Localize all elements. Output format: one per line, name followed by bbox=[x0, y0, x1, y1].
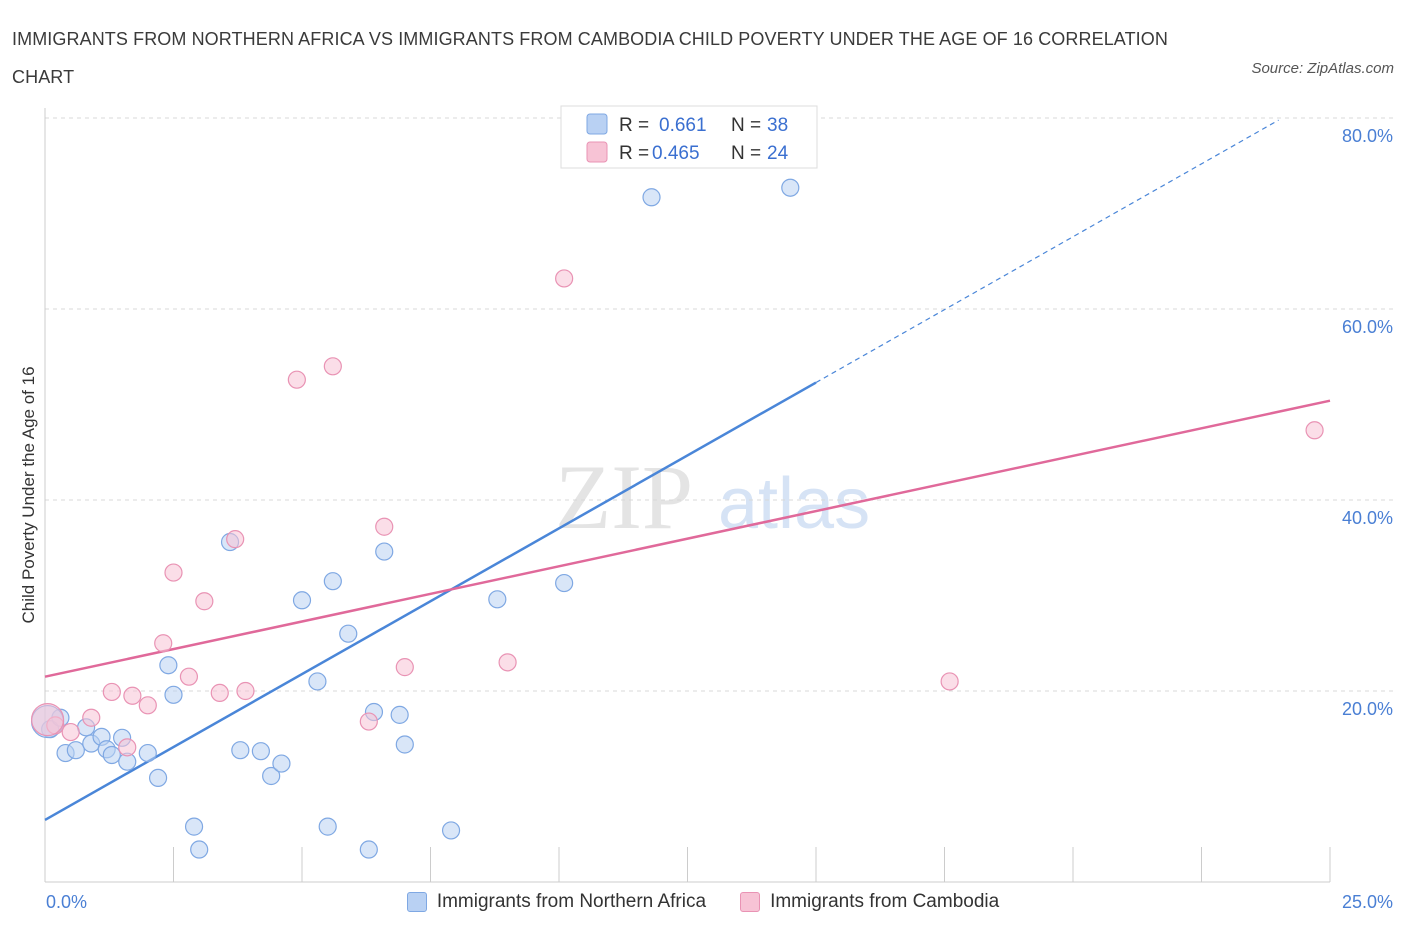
cambodia-point-3 bbox=[102, 682, 121, 702]
cambodia-point-20 bbox=[555, 269, 574, 288]
legend-label-northern-africa: Immigrants from Northern Africa bbox=[436, 891, 707, 912]
northern-africa-point-3 bbox=[66, 741, 85, 760]
cambodia-point-21 bbox=[940, 672, 959, 691]
northern-africa-point-21 bbox=[272, 754, 291, 773]
cambodia-point-5 bbox=[123, 686, 142, 705]
northern-africa-point-20 bbox=[262, 766, 281, 786]
y-tick-label-20: 20.0% bbox=[1342, 699, 1393, 719]
x-tick-label-max: 25.0% bbox=[1342, 892, 1393, 912]
northern-africa-point-31 bbox=[395, 735, 414, 754]
cambodia-point-1 bbox=[61, 722, 80, 742]
y-axis-label: Child Poverty Under the Age of 16 bbox=[19, 366, 38, 623]
trend-lines bbox=[44, 119, 1331, 822]
legend-r-label-1: R = bbox=[619, 115, 649, 136]
northern-africa-point-22 bbox=[292, 591, 312, 610]
legend-swatch-cambodia bbox=[586, 141, 608, 163]
cambodia-point-16 bbox=[359, 712, 378, 731]
northern-africa-trend-extension bbox=[815, 119, 1279, 384]
gridlines bbox=[45, 117, 1395, 692]
legend-item-northern-africa: Immigrants from Northern Africa bbox=[406, 888, 707, 916]
northern-africa-point-32 bbox=[441, 821, 461, 840]
legend-n-value-2: 24 bbox=[767, 143, 789, 164]
northern-africa-point-11 bbox=[138, 743, 157, 763]
cambodia-point-19 bbox=[498, 653, 517, 672]
y-tick-label-40: 40.0% bbox=[1342, 508, 1393, 528]
legend-swatch-blue bbox=[406, 892, 427, 912]
cambodia-point-11 bbox=[210, 683, 229, 703]
legend-r-value-1: 0.661 bbox=[659, 115, 707, 136]
cambodia-point-4 bbox=[118, 738, 137, 757]
cambodia-point-14 bbox=[287, 370, 306, 389]
northern-africa-point-29 bbox=[375, 542, 394, 561]
northern-africa-point-14 bbox=[164, 685, 183, 704]
northern-africa-point-8 bbox=[102, 745, 121, 765]
northern-africa-point-33 bbox=[488, 590, 507, 609]
legend-swatch-northern-africa bbox=[586, 113, 608, 135]
cambodia-point-18 bbox=[395, 658, 414, 677]
cambodia-point-13 bbox=[236, 681, 255, 701]
cambodia-trend-line bbox=[44, 399, 1331, 678]
chart-title: IMMIGRANTS FROM NORTHERN AFRICA VS IMMIG… bbox=[12, 29, 1168, 87]
northern-africa-point-26 bbox=[339, 624, 358, 643]
cambodia-point-12 bbox=[226, 530, 245, 549]
northern-africa-point-12 bbox=[148, 768, 168, 788]
legend-n-value-1: 38 bbox=[767, 115, 788, 136]
cambodia-point-9 bbox=[179, 667, 199, 686]
axes bbox=[44, 108, 1331, 883]
northern-africa-point-24 bbox=[318, 817, 337, 836]
northern-africa-point-25 bbox=[323, 572, 342, 591]
northern-africa-trend-line bbox=[44, 381, 817, 822]
cambodia-point-6 bbox=[138, 696, 157, 715]
cambodia-point-10 bbox=[195, 592, 214, 611]
northern-africa-point-23 bbox=[308, 672, 327, 691]
cambodia-point-17 bbox=[375, 517, 394, 536]
northern-africa-point-18 bbox=[231, 741, 250, 760]
y-tick-label-80: 80.0% bbox=[1342, 126, 1393, 146]
northern-africa-point-36 bbox=[781, 178, 800, 197]
legend-swatch-pink bbox=[740, 892, 761, 912]
x-tick-label-min: 0.0% bbox=[46, 892, 87, 912]
northern-africa-point-13 bbox=[159, 656, 178, 675]
legend-n-label-1: N = bbox=[731, 115, 761, 136]
legend-r-label-2: R = bbox=[619, 143, 649, 164]
stats-legend: R = 0.661 N = 38 R = 0.465 N = 24 bbox=[560, 105, 818, 169]
northern-africa-point-35 bbox=[642, 188, 661, 207]
data-points bbox=[30, 178, 1324, 859]
legend-r-value-2: 0.465 bbox=[652, 143, 700, 164]
cambodia-point-22 bbox=[1305, 421, 1324, 440]
legend-item-cambodia: Immigrants from Cambodia bbox=[740, 888, 999, 916]
y-tick-label-60: 60.0% bbox=[1342, 317, 1393, 337]
northern-africa-point-34 bbox=[555, 573, 574, 593]
cambodia-point-15 bbox=[323, 357, 342, 376]
northern-africa-point-16 bbox=[190, 840, 209, 859]
cambodia-point-23 bbox=[30, 703, 65, 737]
legend-n-label-2: N = bbox=[731, 143, 761, 164]
series-legend: Immigrants from Northern Africa Immigran… bbox=[0, 888, 1406, 916]
northern-africa-point-15 bbox=[184, 817, 204, 836]
cambodia-point-7 bbox=[154, 634, 173, 653]
legend-label-cambodia: Immigrants from Cambodia bbox=[770, 891, 1000, 912]
northern-africa-point-27 bbox=[359, 840, 378, 859]
cambodia-point-8 bbox=[164, 563, 183, 582]
northern-africa-point-30 bbox=[390, 705, 409, 724]
watermark-zip: ZIP bbox=[555, 446, 693, 548]
source-label: Source: ZipAtlas.com bbox=[1251, 60, 1394, 77]
cambodia-point-2 bbox=[82, 708, 101, 727]
tick-labels: 20.0% 40.0% 60.0% 80.0% 0.0% 25.0% bbox=[46, 126, 1393, 912]
northern-africa-point-19 bbox=[251, 742, 270, 761]
